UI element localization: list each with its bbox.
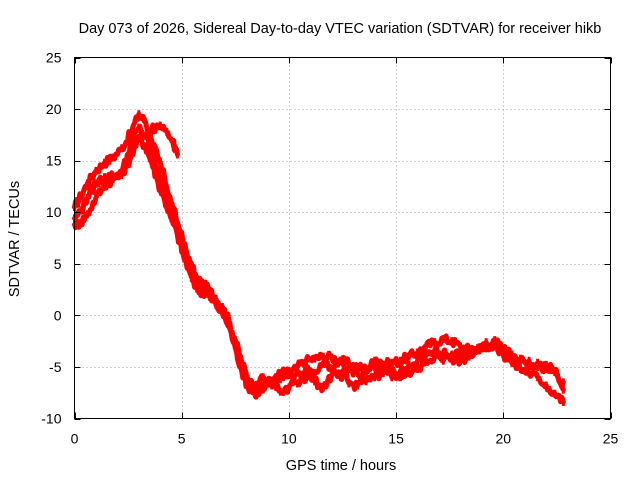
y-tick-labels: -10 -5 0 5 10 15 20 25 bbox=[41, 50, 61, 427]
x-axis-label: GPS time / hours bbox=[286, 458, 396, 474]
y-tick-label: 10 bbox=[46, 204, 62, 220]
y-tick-label: 15 bbox=[46, 153, 62, 169]
chart-title: Day 073 of 2026, Sidereal Day-to-day VTE… bbox=[79, 21, 602, 37]
x-tick-label: 5 bbox=[178, 431, 186, 447]
y-tick-label: 5 bbox=[54, 256, 62, 272]
y-axis-label: SDTVAR / TECUs bbox=[7, 181, 23, 297]
x-tick-label: 0 bbox=[71, 431, 79, 447]
y-tick-label: -10 bbox=[41, 411, 61, 427]
series-lines bbox=[72, 110, 566, 406]
tick-marks bbox=[74, 57, 612, 420]
x-tick-label: 25 bbox=[603, 431, 619, 447]
y-tick-label: 20 bbox=[46, 101, 62, 117]
x-tick-label: 20 bbox=[496, 431, 512, 447]
y-tick-label: -5 bbox=[49, 359, 62, 375]
plot-frame bbox=[74, 57, 611, 419]
y-tick-label: 25 bbox=[46, 50, 62, 66]
y-tick-label: 0 bbox=[54, 307, 62, 323]
x-tick-labels: 0 5 10 15 20 25 bbox=[71, 431, 619, 447]
x-tick-label: 10 bbox=[281, 431, 297, 447]
x-tick-label: 15 bbox=[388, 431, 404, 447]
